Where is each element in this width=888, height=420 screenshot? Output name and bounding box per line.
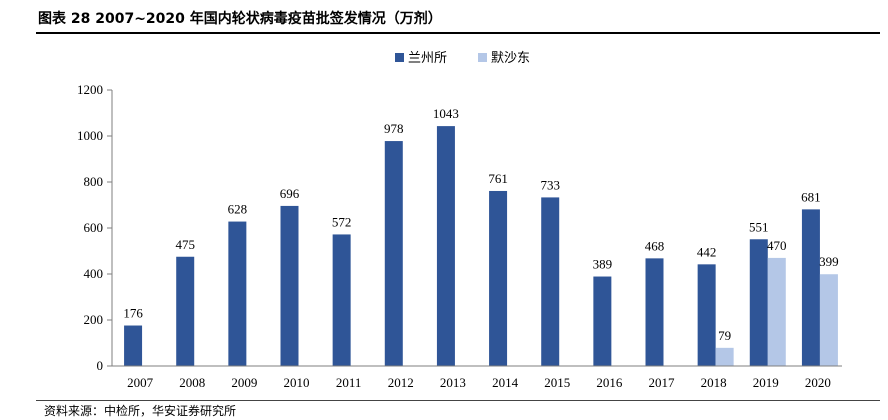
- data-label: 696: [280, 186, 300, 201]
- legend-label: 默沙东: [491, 50, 530, 66]
- bar-lanzhou-2019: [749, 239, 768, 366]
- bar-lanzhou-2013: [436, 126, 455, 366]
- y-tick-label: 400: [84, 266, 104, 281]
- x-tick-label: 2017: [649, 375, 676, 390]
- data-label: 468: [645, 238, 665, 253]
- y-tick-label: 800: [84, 174, 104, 189]
- legend: 兰州所 默沙东: [395, 50, 530, 66]
- x-tick-label: 2016: [596, 375, 623, 390]
- y-tick-label: 200: [84, 312, 104, 327]
- x-tick-label: 2019: [753, 375, 779, 390]
- bar-lanzhou-2009: [228, 221, 247, 366]
- data-label: 1043: [433, 106, 459, 121]
- x-tick-label: 2009: [231, 375, 257, 390]
- bars: 176 475 628 696 572 978 1043 761 733 389 468 442 79 5…: [123, 106, 839, 366]
- x-tick-label: 2018: [701, 375, 727, 390]
- bar-lanzhou-2016: [593, 276, 612, 366]
- x-tick-label: 2013: [440, 375, 466, 390]
- bar-msd-2020: [819, 274, 838, 366]
- bar-lanzhou-2014: [489, 190, 508, 366]
- data-label: 442: [697, 244, 717, 259]
- legend-label: 兰州所: [408, 51, 447, 66]
- bar-lanzhou-2008: [176, 256, 195, 366]
- bar-lanzhou-2010: [280, 205, 299, 366]
- data-label: 389: [593, 257, 613, 272]
- legend-swatch: [395, 53, 404, 62]
- y-tick-label: 600: [84, 220, 104, 235]
- data-label: 470: [767, 238, 787, 253]
- y-tick-label: 1200: [77, 82, 103, 97]
- bar-lanzhou-2015: [541, 197, 560, 366]
- data-label: 761: [488, 171, 508, 186]
- x-tick-label: 2011: [336, 375, 362, 390]
- bar-lanzhou-2020: [801, 209, 820, 366]
- x-axis: 2007 2008 2009 2010 2011 2012 2013 2014 2015 2016…: [112, 365, 842, 390]
- bar-lanzhou-2011: [332, 234, 351, 366]
- y-axis: 0 200 400 600 800 1000 1200: [77, 82, 113, 373]
- x-tick-label: 2007: [127, 375, 154, 390]
- data-label: 475: [175, 237, 195, 252]
- y-tick-label: 0: [97, 358, 104, 373]
- data-label: 733: [540, 177, 560, 192]
- x-tick-label: 2008: [179, 375, 205, 390]
- x-tick-label: 2010: [284, 375, 310, 390]
- data-label: 628: [228, 202, 248, 217]
- x-tick-label: 2020: [805, 375, 831, 390]
- bar-lanzhou-2007: [124, 325, 143, 366]
- data-label: 572: [332, 214, 352, 229]
- footer-divider: [36, 400, 880, 401]
- data-label: 79: [718, 328, 731, 343]
- x-tick-label: 2012: [388, 375, 414, 390]
- title-divider: [36, 32, 880, 34]
- bar-msd-2019: [767, 257, 786, 366]
- legend-swatch: [478, 53, 487, 62]
- bar-lanzhou-2018: [697, 264, 716, 366]
- chart-title: 图表 28 2007~2020 年国内轮状病毒疫苗批签发情况（万剂）: [38, 11, 442, 27]
- source-note: 资料来源：中检所，华安证券研究所: [44, 404, 237, 418]
- data-label: 176: [123, 306, 143, 321]
- bar-lanzhou-2012: [384, 141, 403, 366]
- x-tick-label: 2015: [544, 375, 570, 390]
- data-label: 551: [749, 219, 769, 234]
- y-tick-label: 1000: [77, 128, 103, 143]
- data-label: 399: [819, 254, 839, 269]
- x-tick-label: 2014: [492, 375, 519, 390]
- bar-lanzhou-2017: [645, 258, 664, 366]
- data-label: 978: [384, 121, 404, 136]
- data-label: 681: [801, 189, 821, 204]
- bar-msd-2018: [715, 347, 734, 366]
